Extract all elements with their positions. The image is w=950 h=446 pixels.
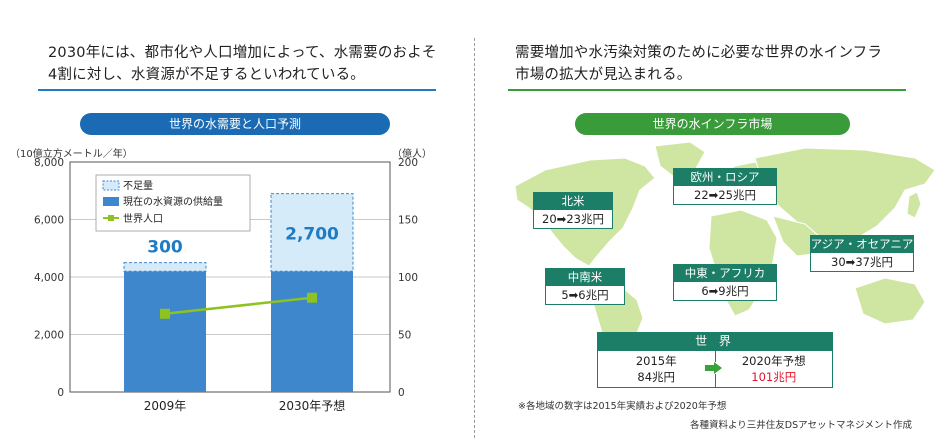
y-tick-label: 6,000 bbox=[34, 215, 64, 227]
water-demand-chart: 300 2,700 0 0 2,000 50 4,000 100 6,000 150 8,000 2… bbox=[34, 157, 418, 413]
population-line bbox=[160, 292, 317, 319]
left-axis-unit: （10億立方メートル／年） bbox=[10, 149, 133, 160]
legend-box bbox=[95, 174, 251, 232]
right-divider bbox=[508, 89, 906, 91]
left-headline-line1: 2030年には、都市化や人口増加によって、水需要のおよそ bbox=[48, 45, 437, 61]
right-chart-title: 世界の水インフラ市場 bbox=[575, 113, 850, 135]
region-north-america: 北米 20➡23兆円 bbox=[533, 192, 613, 229]
legend-label-supply: 現在の水資源の供給量 bbox=[123, 195, 223, 208]
supply-bar bbox=[124, 271, 206, 392]
y-tick-label: 8,000 bbox=[34, 157, 64, 169]
region-name: 欧州・ロシア bbox=[673, 168, 777, 186]
x-category-label: 2030年予想 bbox=[279, 398, 346, 413]
shortage-bar bbox=[123, 262, 207, 272]
region-europe-russia: 欧州・ロシア 22➡25兆円 bbox=[673, 168, 777, 205]
japan-shape bbox=[906, 191, 922, 219]
left-headline-line2: 4割に対し、水資源が不足するといわれている。 bbox=[48, 67, 365, 83]
shortage-data-label: 2,700 bbox=[285, 224, 339, 244]
region-value: 30➡37兆円 bbox=[810, 253, 914, 272]
shortage-bar bbox=[270, 193, 354, 272]
world-arrow-icon bbox=[705, 362, 722, 374]
population-point bbox=[307, 292, 317, 303]
world-value-from: 84兆円 bbox=[637, 370, 676, 384]
world-2015: 2015年 84兆円 bbox=[598, 351, 716, 387]
region-latin-america: 中南米 5➡6兆円 bbox=[545, 268, 625, 305]
y-tick-label: 4,000 bbox=[34, 272, 64, 284]
region-name: 中東・アフリカ bbox=[673, 264, 777, 282]
chart-bars: 300 2,700 bbox=[123, 193, 354, 392]
region-value: 22➡25兆円 bbox=[673, 186, 777, 205]
right-headline-line1: 需要増加や水汚染対策のために必要な世界の水インフラ bbox=[515, 45, 883, 61]
region-asia-oceania: アジア・オセアニア 30➡37兆円 bbox=[810, 235, 914, 272]
population-series-line bbox=[164, 296, 313, 316]
legend-label-shortage: 不足量 bbox=[123, 180, 153, 192]
x-category-label: 2009年 bbox=[144, 399, 187, 413]
region-middle-east-africa: 中東・アフリカ 6➡9兆円 bbox=[673, 264, 777, 301]
y2-tick-label: 100 bbox=[398, 272, 418, 284]
legend-label-population: 世界人口 bbox=[123, 213, 163, 225]
right-headline-line2: 市場の拡大が見込まれる。 bbox=[515, 67, 692, 83]
y-tick-label: 0 bbox=[57, 387, 64, 399]
axis-ticks: 0 0 2,000 50 4,000 100 6,000 150 8,000 200 2009年 20… bbox=[34, 157, 418, 413]
legend-swatch-population-marker bbox=[108, 215, 114, 221]
panel-divider bbox=[474, 38, 475, 438]
region-value: 20➡23兆円 bbox=[533, 210, 613, 229]
region-value: 6➡9兆円 bbox=[673, 282, 777, 301]
plot-frame bbox=[69, 161, 391, 393]
region-name: 中南米 bbox=[545, 268, 625, 286]
shortage-data-label: 300 bbox=[147, 238, 183, 258]
region-name: 北米 bbox=[533, 192, 613, 210]
right-axis-unit: （億人） bbox=[392, 149, 432, 160]
australia-shape bbox=[854, 277, 926, 325]
world-total-box: 世 界 2015年 84兆円 2020年予想 101兆円 bbox=[597, 332, 833, 388]
left-headline: 2030年には、都市化や人口増加によって、水需要のおよそ 4割に対し、水資源が不… bbox=[48, 42, 437, 86]
source-note: 各種資料より三井住友DSアセットマネジメント作成 bbox=[690, 420, 912, 431]
region-name: アジア・オセアニア bbox=[810, 235, 914, 253]
world-2020: 2020年予想 101兆円 bbox=[716, 351, 833, 387]
y2-tick-label: 50 bbox=[398, 330, 411, 342]
supply-bar bbox=[271, 271, 353, 392]
chart-legend: 不足量 現在の水資源の供給量 世界人口 bbox=[95, 174, 251, 232]
y2-tick-label: 200 bbox=[398, 157, 418, 169]
left-divider bbox=[38, 89, 436, 91]
legend-swatch-shortage bbox=[102, 180, 120, 191]
world-total-header: 世 界 bbox=[597, 332, 833, 351]
world-year-from: 2015年 bbox=[635, 354, 677, 368]
world-value-to: 101兆円 bbox=[751, 370, 797, 384]
population-point bbox=[160, 308, 170, 319]
y-tick-label: 2,000 bbox=[34, 330, 64, 342]
y2-tick-label: 0 bbox=[398, 387, 405, 399]
y2-tick-label: 150 bbox=[398, 215, 418, 227]
left-chart-title: 世界の水需要と人口予測 bbox=[80, 113, 390, 135]
legend-swatch-supply bbox=[103, 197, 119, 206]
right-headline: 需要増加や水汚染対策のために必要な世界の水インフラ 市場の拡大が見込まれる。 bbox=[515, 42, 882, 86]
region-value: 5➡6兆円 bbox=[545, 286, 625, 305]
world-year-to: 2020年予想 bbox=[741, 354, 806, 368]
footnote: ※各地域の数字は2015年実績および2020年予想 bbox=[518, 401, 727, 412]
